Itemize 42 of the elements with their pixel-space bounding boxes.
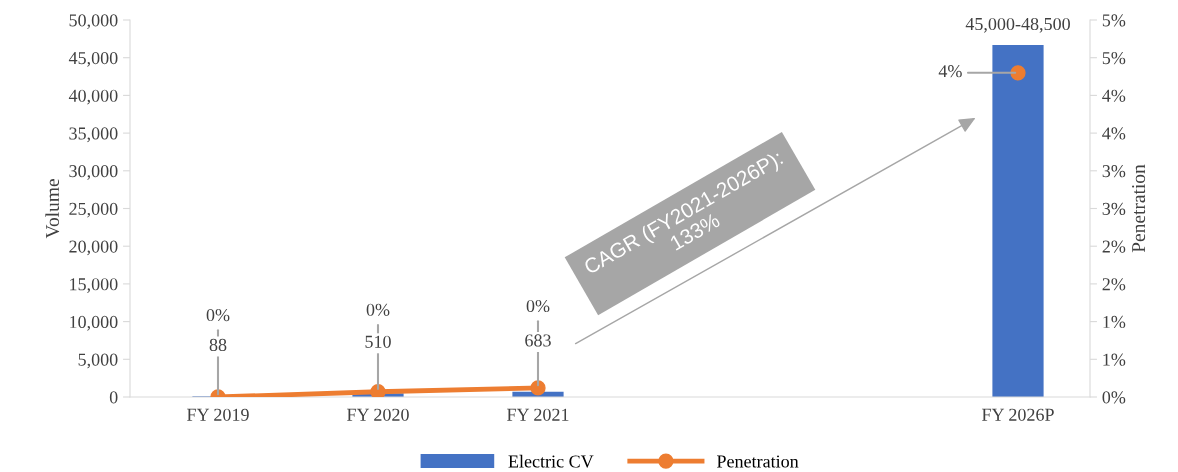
data-label: 510 <box>365 335 391 348</box>
data-label: 88 <box>209 338 227 351</box>
data-label: 0% <box>526 299 550 313</box>
point <box>1010 65 1026 81</box>
y-tick-label: 0 <box>109 391 118 404</box>
y-tick-label: 45,000 <box>68 51 118 67</box>
y-tick-label: 20,000 <box>69 240 118 256</box>
y2-tick-label: 1% <box>1103 353 1126 366</box>
y-axis-title: Volume <box>45 179 60 239</box>
y2-tick-label: 4% <box>1102 89 1126 102</box>
data-label: 4% <box>938 65 962 78</box>
y2-tick-label: 5% <box>1102 14 1126 27</box>
y-tick-label: 25,000 <box>69 202 118 218</box>
y2-tick-label: 3% <box>1102 165 1126 178</box>
x-tick-label: FY 2019 <box>187 408 249 421</box>
y-tick-label: 50,000 <box>69 14 118 30</box>
data-label: 0% <box>206 308 230 322</box>
y2-tick-label: 0% <box>1102 391 1126 404</box>
legend-label: Electric CV <box>508 454 594 468</box>
y2-axis-title: Penetration <box>1132 164 1146 253</box>
x-tick-label: FY 2020 <box>347 408 409 421</box>
y2-tick-label: 2% <box>1102 278 1126 291</box>
x-tick-label: FY 2026P <box>981 408 1054 421</box>
y-tick-label: 35,000 <box>69 127 118 143</box>
data-label: 0% <box>366 303 390 316</box>
y2-tick-label: 1% <box>1103 315 1126 329</box>
y-tick-label: 15,000 <box>70 278 118 293</box>
y2-tick-label: 3% <box>1102 202 1126 215</box>
point <box>530 380 546 396</box>
data-label: 683 <box>525 334 551 347</box>
y-tick-label: 10,000 <box>70 315 118 331</box>
y2-tick-label: 2% <box>1102 240 1126 253</box>
data-label: 45,000-48,500 <box>965 17 1070 33</box>
y-tick-label: 30,000 <box>69 165 118 180</box>
y-tick-label: 40,000 <box>68 89 118 105</box>
y2-tick-label: 4% <box>1102 127 1126 140</box>
x-tick-label: FY 2021 <box>507 408 569 421</box>
point <box>370 384 386 397</box>
legend-label: Penetration <box>716 455 799 468</box>
y-tick-label: 5,000 <box>78 353 118 369</box>
bar <box>992 44 1044 397</box>
y2-tick-label: 5% <box>1102 51 1126 65</box>
